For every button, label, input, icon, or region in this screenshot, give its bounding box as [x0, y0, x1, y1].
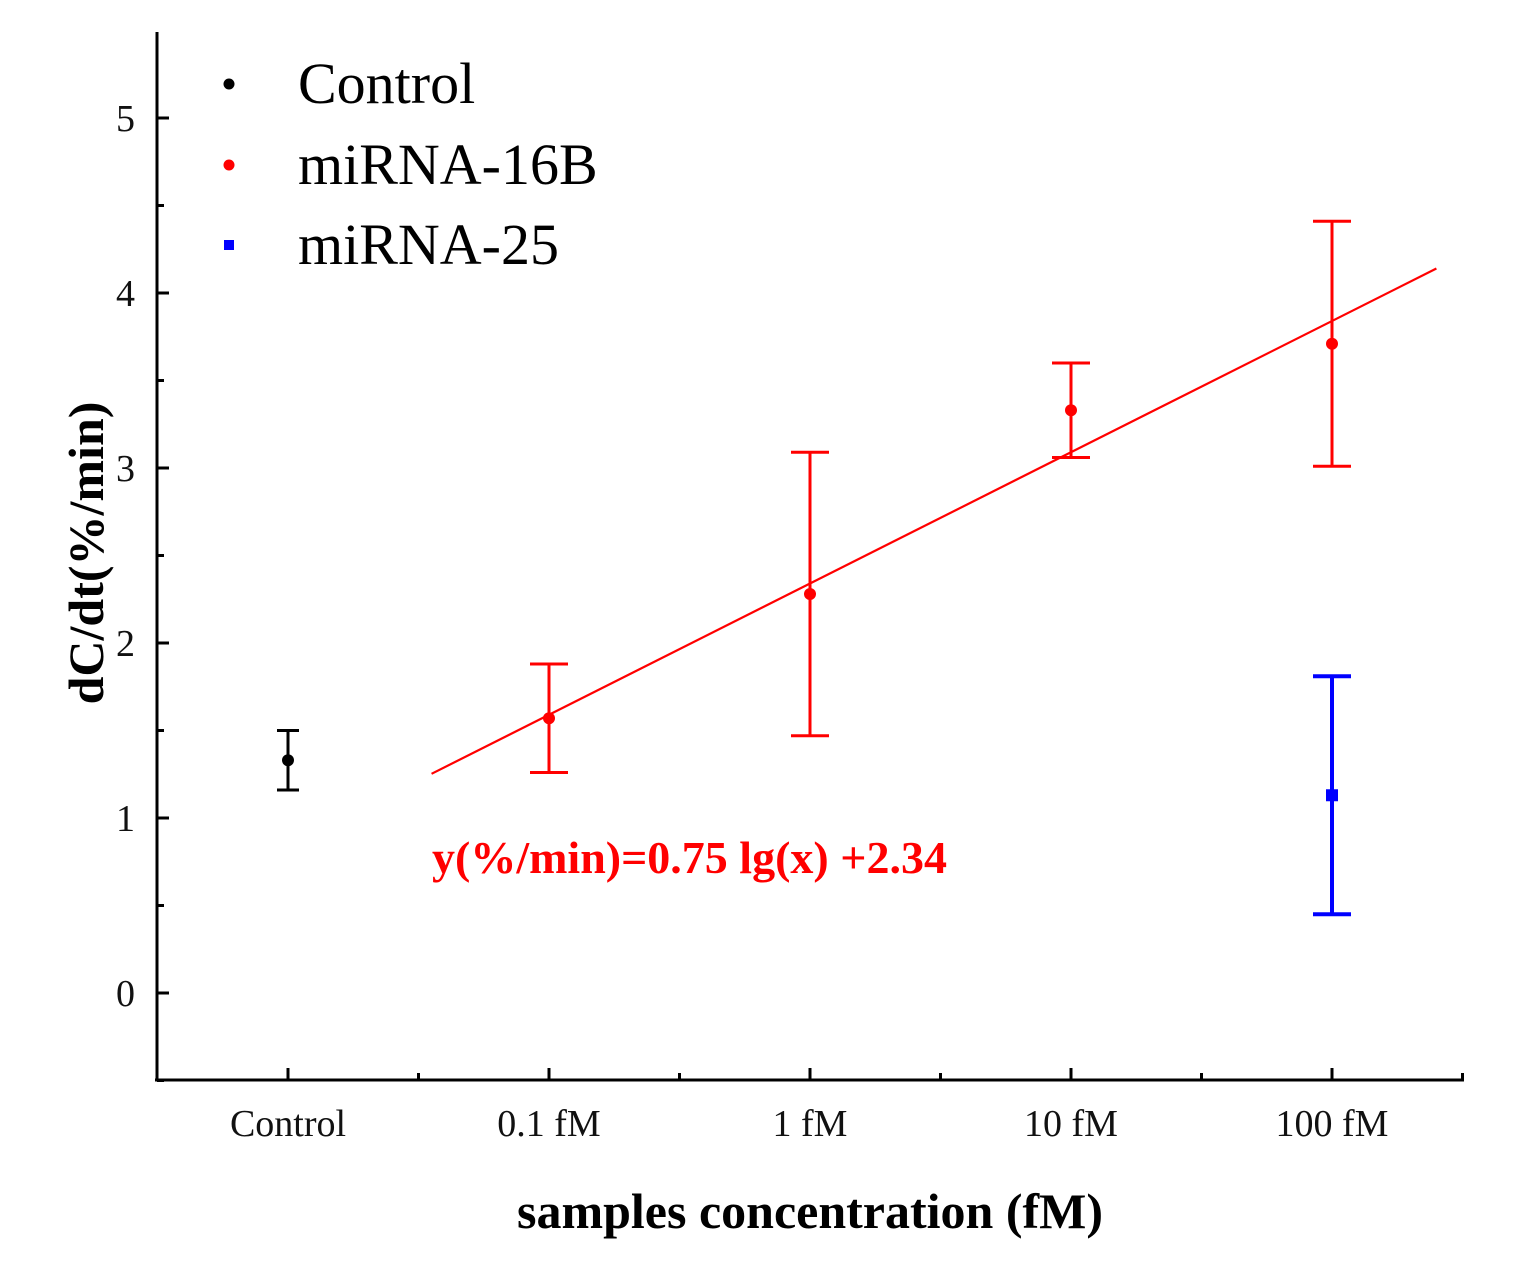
legend-item: miRNA-16B	[223, 132, 598, 197]
x-axis-title: samples concentration (fM)	[517, 1183, 1103, 1239]
x-tick-label: 10 fM	[1024, 1103, 1118, 1145]
series-layer	[277, 219, 1351, 917]
fit-line	[431, 267, 1437, 775]
y-tick-label: 0	[116, 973, 135, 1015]
legend-label: miRNA-25	[298, 212, 559, 277]
data-point	[543, 712, 555, 725]
data-point	[804, 588, 816, 600]
data-point	[282, 754, 294, 767]
y-tick-label: 5	[116, 98, 135, 140]
y-axis-title: dC/dt(%/min)	[58, 402, 114, 705]
data-point	[1326, 337, 1338, 350]
legend-marker	[224, 240, 234, 250]
x-tick-label: 1 fM	[773, 1103, 848, 1145]
x-tick-label: Control	[230, 1103, 346, 1145]
legend: Control miRNA-16B miRNA-25	[223, 51, 598, 277]
legend-item: miRNA-25	[224, 212, 559, 277]
series-mirna-16b	[530, 219, 1351, 774]
legend-label: Control	[298, 51, 475, 116]
data-point	[1326, 789, 1338, 802]
fit-equation: y(%/min)=0.75 lg(x) +2.34	[432, 832, 947, 883]
series-mirna-25	[1313, 674, 1351, 917]
y-ticks: 0 1 2 3 4 5	[116, 98, 169, 1082]
legend-item: Control	[223, 51, 475, 116]
x-ticks: Control 0.1 fM 1 fM 10 fM 100 fM	[230, 1068, 1464, 1145]
legend-label: miRNA-16B	[298, 132, 598, 197]
legend-marker	[223, 78, 235, 90]
x-tick-label: 0.1 fM	[497, 1103, 600, 1145]
y-tick-label: 2	[116, 623, 135, 665]
x-tick-label: 100 fM	[1276, 1103, 1389, 1145]
series-control	[277, 729, 299, 792]
y-tick-label: 3	[116, 448, 135, 490]
y-tick-label: 1	[116, 798, 135, 840]
legend-marker	[223, 159, 235, 171]
y-tick-label: 4	[116, 273, 135, 315]
fit-line-layer	[431, 267, 1437, 775]
data-point	[1065, 404, 1077, 417]
